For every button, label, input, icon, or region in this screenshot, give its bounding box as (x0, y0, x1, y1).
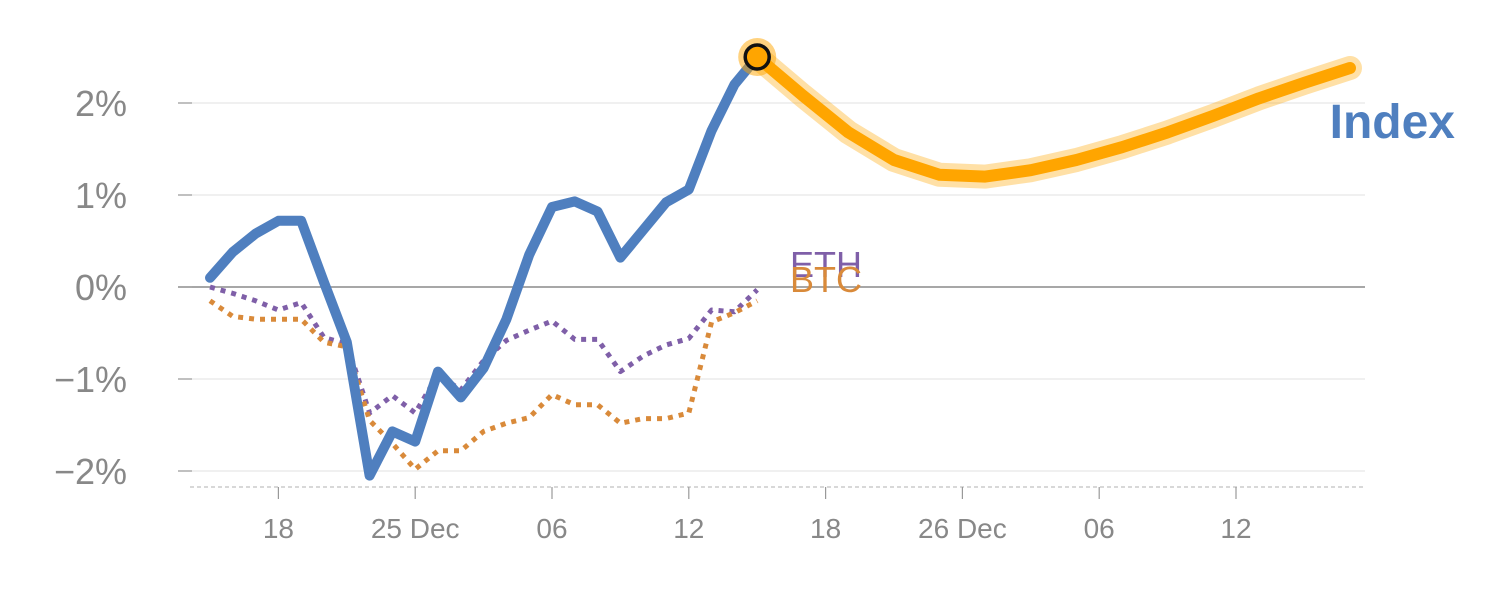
y-tick-label: 1% (75, 175, 127, 216)
x-tick-label: 25 Dec (371, 513, 460, 544)
y-tick-label: −1% (54, 359, 127, 400)
series-line-index (205, 52, 763, 481)
x-tick-label: 06 (1084, 513, 1115, 544)
x-tick-label: 12 (673, 513, 704, 544)
x-tick-label: 18 (810, 513, 841, 544)
series-layer (205, 38, 777, 481)
series-label-eth: ETH (790, 244, 862, 285)
x-tick-label: 18 (263, 513, 294, 544)
y-axis: 2% 1% 0% −1% −2% (54, 83, 192, 492)
x-axis: 18 25 Dec 06 12 18 26 Dec 06 12 (190, 486, 1365, 544)
series-line-eth (209, 284, 759, 416)
endpoint-marker (743, 43, 771, 71)
x-tick-label: 12 (1220, 513, 1251, 544)
y-tick-label: −2% (54, 451, 127, 492)
y-tick-label: 2% (75, 83, 127, 124)
y-tick-label: 0% (75, 267, 127, 308)
forecast-layer (745, 45, 1362, 189)
forecast-line (751, 51, 1356, 183)
forecast-glow (745, 45, 1362, 189)
series-line-btc (208, 298, 759, 472)
x-tick-label: 26 Dec (918, 513, 1007, 544)
series-label-index: Index (1330, 96, 1456, 149)
series-label-btc: BTC (790, 259, 862, 300)
x-tick-label: 06 (536, 513, 567, 544)
